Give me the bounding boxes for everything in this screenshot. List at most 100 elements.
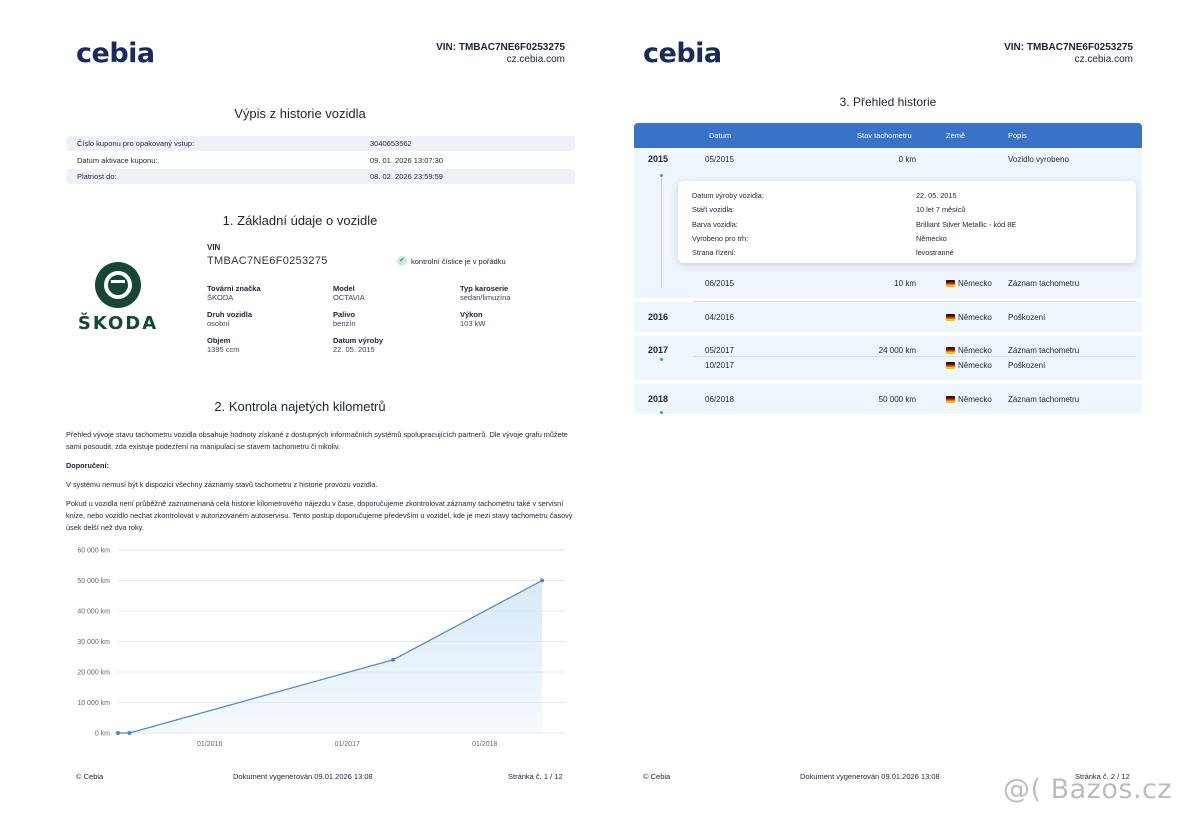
cebia-logo: cebia (643, 38, 722, 69)
spec-label: Tovární značka (207, 284, 261, 293)
row-country: Německo (946, 395, 992, 404)
chart-area (118, 580, 543, 733)
footer-page-number: Stránka č. 1 / 12 (508, 772, 563, 781)
coupon-row: Datum aktivace kuponu: 09. 01. 2026 13:0… (66, 153, 575, 168)
spec-label: Typ karoserie (460, 284, 509, 293)
year-label: 2018 (648, 394, 669, 404)
history-table-header: Datum Stav tachometru Země Popis (634, 123, 1142, 148)
table-row[interactable]: 2018 06/2018 50 000 km Německo Záznam ta… (634, 388, 1142, 410)
year-label: 2015 (648, 154, 669, 164)
table-row[interactable]: 06/2015 10 km Německo Záznam tachometru (634, 272, 1142, 294)
vin-header-text: VIN: TMBAC7NE6F0253275 (1004, 42, 1133, 53)
year-label: 2017 (648, 345, 669, 355)
footer-copyright: © Cebia (643, 772, 671, 781)
row-date: 05/2017 (705, 346, 734, 355)
spec-item: Datum výroby 22. 05. 2015 (333, 336, 383, 354)
spec-label: Objem (207, 336, 231, 345)
row-description: Záznam tachometru (1008, 279, 1080, 288)
row-country: Německo (946, 279, 992, 288)
spec-item: Druh vozidla osobní (207, 310, 252, 328)
column-header-country: Země (946, 131, 966, 140)
website-link[interactable]: cz.cebia.com (506, 54, 565, 65)
row-odometer: 0 km (898, 155, 916, 164)
footer-page-number: Stránka č. 2 / 12 (1075, 772, 1130, 781)
germany-flag-icon (946, 396, 955, 403)
spec-item: Palivo benzín (333, 310, 356, 328)
y-tick-label: 30 000 km (77, 639, 110, 646)
footer-generated: Dokument vygenerován 09.01.2026 13:08 (800, 772, 940, 781)
spec-value: osobní (207, 319, 230, 328)
table-row[interactable]: 2015 05/2015 0 km Vozidlo vyrobeno (634, 148, 1142, 170)
mileage-chart: 0 km 10 000 km 20 000 km 30 000 km 40 000 km… (77, 548, 565, 748)
table-row[interactable]: 2017 05/2017 24 000 km Německo Záznam ta… (634, 339, 1142, 361)
row-description: Záznam tachometru (1008, 395, 1080, 404)
tooltip-key: Barva vozidla: (692, 219, 738, 229)
germany-flag-icon (946, 362, 955, 369)
spec-item: Tovární značka ŠKODA (207, 284, 261, 302)
recommendation-text-1: V systému nemusí být k dispozici všechny… (66, 480, 378, 489)
vin-value: TMBAC7NE6F0253275 (207, 255, 328, 267)
coupon-value: 08. 02. 2026 23:59:59 (370, 172, 443, 181)
coupon-value: 3040653562 (370, 139, 412, 148)
table-row[interactable]: 2016 04/2016 Německo Poškození (634, 306, 1142, 328)
row-date: 04/2016 (705, 313, 734, 322)
vin-header: VIN: TMBAC7NE6F0253275 cz.cebia.com (436, 42, 565, 66)
germany-flag-icon (946, 280, 955, 287)
chart-series-line (117, 579, 543, 734)
recommendation-text-2: Pokud u vozidla není průběžně zaznamenan… (66, 499, 573, 532)
column-header-odometer: Stav tachometru (857, 131, 912, 140)
y-tick-label: 60 000 km (77, 548, 110, 555)
page-title: Výpis z historie vozidla (234, 106, 366, 121)
spec-value: 103 kW (460, 319, 486, 328)
y-tick-label: 10 000 km (77, 700, 110, 707)
tooltip-row: Barva vozidla: Brilliant Silver Metallic … (692, 218, 1122, 232)
tooltip-row: Vyrobeno pro trh: Německo (692, 232, 1122, 246)
section-title-history: 3. Přehled historie (839, 95, 937, 109)
spec-label: Palivo (333, 310, 356, 319)
spec-label: Datum výroby (333, 336, 384, 345)
website-link[interactable]: cz.cebia.com (1074, 54, 1133, 65)
vehicle-details-tooltip: Datum výroby vozidla: 22. 05. 2015 Stáří … (678, 181, 1136, 263)
cebia-logo: cebia (76, 38, 155, 69)
vin-header-text: VIN: TMBAC7NE6F0253275 (436, 42, 565, 53)
section-title-basic-info: 1. Základní údaje o vozidle (222, 213, 378, 228)
y-tick-label: 20 000 km (77, 670, 110, 677)
row-date: 06/2018 (705, 395, 734, 404)
year-block-2017: 2017 05/2017 24 000 km Německo Záznam ta… (634, 336, 1142, 380)
row-description: Poškození (1008, 313, 1046, 322)
recommendation-label: Doporučení: (66, 461, 109, 470)
x-tick-label: 01/2018 (472, 741, 497, 748)
tooltip-key: Strana řízení: (692, 248, 736, 258)
spec-label: Model (333, 284, 355, 293)
tooltip-value: 10 let 7 měsíců (916, 205, 966, 215)
chart-data-point (127, 730, 132, 735)
coupon-row: Platnost do: 08. 02. 2026 23:59:59 (66, 169, 575, 184)
skoda-wing-icon (95, 262, 141, 308)
vin-label: VIN (207, 243, 221, 252)
report-page-1: cebia VIN: TMBAC7NE6F0253275 cz.cebia.co… (66, 38, 575, 781)
spec-value: 1395 ccm (207, 345, 240, 354)
spec-item: Výkon 103 kW (460, 310, 485, 328)
row-date: 06/2015 (705, 279, 734, 288)
tooltip-row: Strana řízení: levostranné (692, 246, 1122, 260)
coupon-key: Číslo kuponu pro opakovaný vstup: (77, 139, 195, 148)
tooltip-value: Německo (916, 233, 947, 243)
y-tick-label: 50 000 km (77, 578, 110, 585)
row-description: Záznam tachometru (1008, 346, 1080, 355)
row-country: Německo (946, 361, 992, 370)
tooltip-row: Datum výroby vozidla: 22. 05. 2015 (692, 189, 1122, 203)
spec-item: Model OCTAVIA (333, 284, 365, 302)
spec-item: Typ karoserie sedan/limuzína (460, 284, 510, 302)
row-description: Vozidlo vyrobeno (1008, 155, 1069, 164)
spec-label: Druh vozidla (207, 310, 253, 319)
mileage-intro-text: Přehled vývoje stavu tachometru vozidla … (66, 430, 568, 451)
chart-data-point (391, 657, 396, 662)
tooltip-value: 22. 05. 2015 (916, 191, 957, 200)
year-block-2018: 2018 06/2018 50 000 km Německo Záznam ta… (634, 384, 1142, 414)
tooltip-key: Datum výroby vozidla: (692, 191, 764, 200)
table-row[interactable]: 10/2017 Německo Poškození (634, 356, 1142, 376)
spec-value: ŠKODA (207, 293, 234, 302)
tooltip-row: Stáří vozidla: 10 let 7 měsíců (692, 203, 1122, 217)
tooltip-value: Brilliant Silver Metallic - kód 8E (916, 219, 1017, 229)
row-date: 10/2017 (705, 361, 734, 370)
